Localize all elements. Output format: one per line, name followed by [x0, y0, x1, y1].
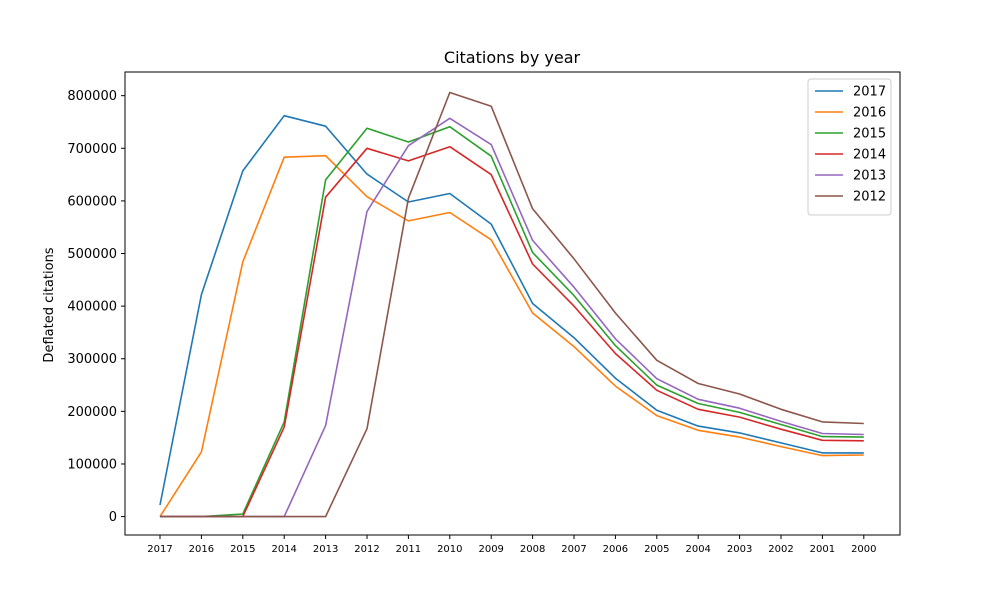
x-tick-label: 2008 [520, 544, 545, 555]
legend: 2017 2016 2015 2014 2013 2012 [807, 78, 892, 216]
legend-label: 2016 [853, 106, 886, 121]
y-tick-label: 800000 [67, 89, 117, 104]
x-tick-label: 2010 [437, 544, 462, 555]
y-tick-label: 0 [109, 510, 117, 525]
y-ticks: 0 100000 200000 300000 400000 500000 600000 700… [67, 89, 125, 525]
plot-frame [124, 71, 901, 536]
x-tick-label: 2005 [644, 544, 669, 555]
y-tick-label: 500000 [67, 247, 117, 262]
x-tick-label: 2014 [271, 544, 296, 555]
legend-label: 2012 [853, 190, 886, 205]
y-tick-label: 600000 [67, 194, 117, 209]
y-tick-label: 400000 [67, 300, 117, 315]
x-tick-label: 2006 [603, 544, 628, 555]
y-tick-label: 200000 [67, 405, 117, 420]
x-tick-label: 2003 [727, 544, 752, 555]
x-tick-label: 2009 [478, 544, 503, 555]
legend-box [807, 78, 892, 216]
series-line-2016 [159, 154, 864, 518]
y-tick-label: 700000 [67, 142, 117, 157]
x-tick-label: 2012 [354, 544, 379, 555]
y-axis-label: Deflated citations [42, 247, 57, 362]
legend-label: 2014 [853, 148, 886, 163]
y-tick-label: 100000 [67, 457, 117, 472]
x-tick-label: 2015 [230, 544, 255, 555]
y-tick-label: 300000 [67, 352, 117, 367]
x-tick-label: 2011 [396, 544, 421, 555]
x-tick-label: 2002 [768, 544, 793, 555]
x-tick-label: 2000 [851, 544, 876, 555]
chart-title: Citations by year [444, 48, 581, 67]
series-line-2013 [160, 117, 864, 518]
x-tick-label: 2013 [313, 544, 338, 555]
x-tick-label: 2017 [147, 544, 172, 555]
legend-label: 2013 [853, 169, 886, 184]
legend-label: 2017 [853, 85, 886, 100]
x-ticks: 2017 2016 2015 2014 2013 2012 2011 2010 2009 2008… [147, 535, 877, 555]
x-tick-label: 2004 [685, 544, 710, 555]
series-line-2015 [160, 125, 864, 518]
x-tick-label: 2007 [561, 544, 586, 555]
legend-label: 2015 [853, 127, 886, 142]
x-tick-label: 2016 [189, 544, 214, 555]
series-line-2012 [160, 91, 864, 518]
series-line-2017 [159, 114, 864, 506]
plot-lines [159, 91, 864, 518]
x-tick-label: 2001 [810, 544, 835, 555]
series-line-2014 [160, 145, 864, 518]
